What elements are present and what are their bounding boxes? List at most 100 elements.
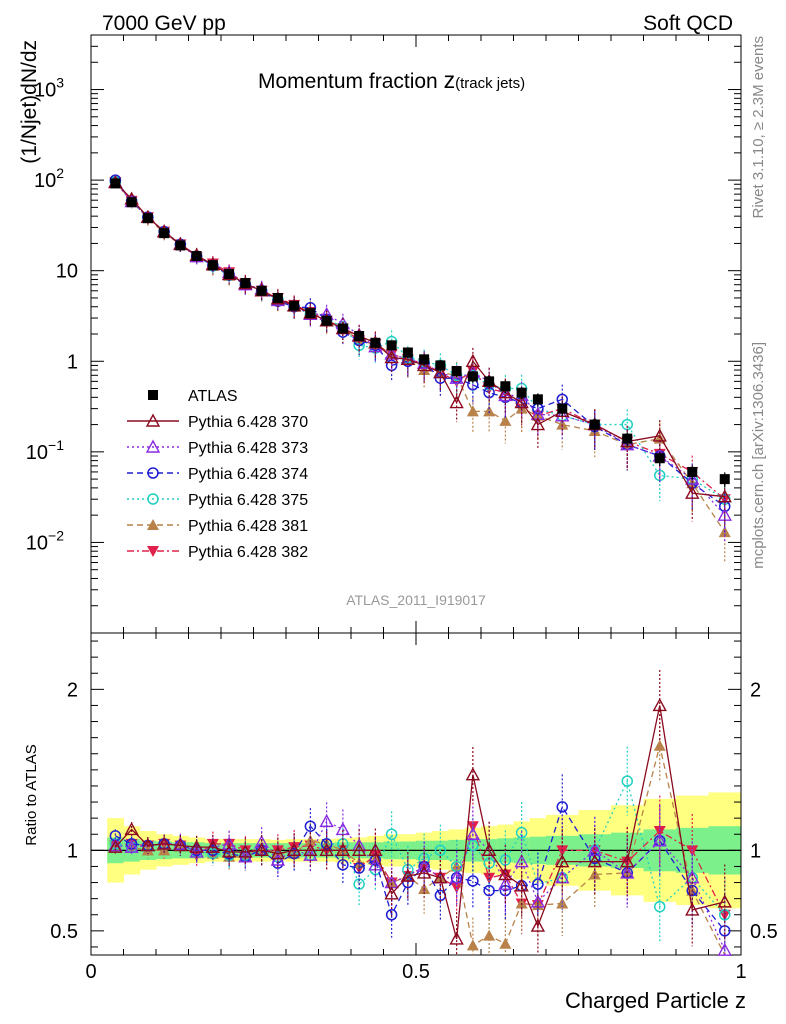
data-point [400, 351, 416, 366]
ratio-point [335, 842, 351, 857]
ratio-point [620, 865, 635, 879]
data-point [685, 485, 700, 499]
data-point [451, 366, 462, 377]
legend-marker [147, 546, 159, 557]
data-point [530, 417, 546, 431]
data-point [514, 395, 529, 409]
main-y-tick-label: 10−2 [26, 527, 64, 554]
ratio-point [416, 858, 432, 873]
ratio-point [156, 836, 172, 850]
ratio-y-tick-label-right: 2 [750, 679, 761, 701]
data-point [272, 292, 283, 303]
ratio-point [140, 838, 156, 852]
main-title-var: z [444, 67, 456, 93]
ratio-point [433, 870, 448, 884]
data-point [175, 240, 186, 251]
ratio-point [303, 842, 318, 857]
data-point [498, 385, 513, 399]
legend-marker [147, 493, 159, 505]
header-left: 7000 GeV pp [102, 12, 226, 35]
data-point [240, 278, 251, 289]
data-point [719, 474, 730, 485]
ratio-y-tick-label: 1 [67, 840, 78, 862]
data-point [207, 260, 218, 271]
ratio-point [238, 844, 253, 858]
ratio-point [449, 870, 464, 884]
y-tick-exponent: −2 [48, 527, 64, 543]
ratio-series-p370 [108, 670, 732, 955]
data-point [305, 308, 316, 319]
data-point [516, 387, 527, 398]
main-y-tick-label: 1 [67, 351, 78, 373]
legend-label: Pythia 6.428 381 [188, 518, 308, 535]
y-tick-base: 10 [26, 532, 48, 554]
data-point [589, 419, 600, 430]
ratio-point [652, 697, 667, 712]
data-point [652, 428, 667, 442]
y-tick-base: 10 [34, 170, 56, 192]
ratio-point [416, 865, 432, 879]
ratio-point [434, 844, 447, 857]
ratio-point [467, 875, 479, 887]
ratio-point [206, 847, 219, 859]
header-right: Soft QCD [643, 12, 733, 35]
legend-label: Pythia 6.428 382 [188, 544, 308, 561]
data-point [449, 370, 464, 384]
data-point [483, 405, 496, 417]
ratio-y-tick-label: 0.5 [50, 921, 78, 943]
ratio-point [621, 775, 633, 787]
data-point [142, 213, 153, 224]
legend-marker [148, 390, 158, 400]
ratio-point [368, 842, 383, 857]
data-point [557, 403, 568, 414]
ratio-point [158, 844, 171, 856]
data-point [685, 471, 700, 485]
legend-label: Pythia 6.428 370 [188, 414, 308, 431]
ratio-point [189, 839, 204, 853]
ratio-panel-frame [90, 632, 742, 956]
y-tick-exponent: 3 [56, 75, 64, 91]
data-point [354, 331, 365, 342]
data-point [419, 354, 430, 365]
data-point [256, 285, 267, 296]
ratio-point [653, 739, 666, 751]
ratio-point [555, 854, 570, 868]
ratio-point [499, 937, 512, 949]
data-point [110, 178, 121, 189]
ratio-point [530, 918, 546, 932]
ratio-point [515, 826, 528, 839]
ratio-point [319, 813, 334, 828]
data-point [687, 466, 698, 477]
ratio-point [514, 854, 529, 868]
ratio-point [286, 842, 302, 857]
data-point [159, 228, 170, 239]
ratio-point [483, 929, 496, 941]
main-y-tick-label: 102 [34, 165, 64, 192]
main-y-tick-label: 10−1 [26, 437, 64, 464]
data-point [416, 357, 432, 372]
y-tick-base: 10 [34, 80, 56, 102]
ratio-point [465, 767, 481, 781]
series-layer [108, 174, 732, 563]
ratio-y-tick-label: 2 [67, 679, 78, 701]
data-point [126, 197, 137, 208]
side-label-top: Rivet 3.1.10, ≥ 2.3M events [750, 36, 767, 219]
ratio-point [465, 826, 481, 840]
ratio-point [254, 842, 269, 857]
data-point [621, 418, 633, 431]
legend-item-p370: Pythia 6.428 370 [127, 413, 308, 431]
data-point [337, 323, 348, 334]
legend-item-p375: Pythia 6.428 375 [127, 492, 308, 509]
data-point [402, 347, 413, 358]
legend-item-p374: Pythia 6.428 374 [127, 466, 308, 483]
main-title-sub: (track jets) [455, 75, 525, 92]
ratio-point [221, 844, 237, 858]
data-point [466, 405, 479, 417]
ratio-point [270, 846, 286, 860]
legend-marker [147, 467, 159, 479]
ratio-point [514, 878, 529, 892]
ratio-point [385, 828, 398, 840]
y-tick-base: 10 [26, 442, 48, 464]
ratio-line [115, 820, 726, 951]
